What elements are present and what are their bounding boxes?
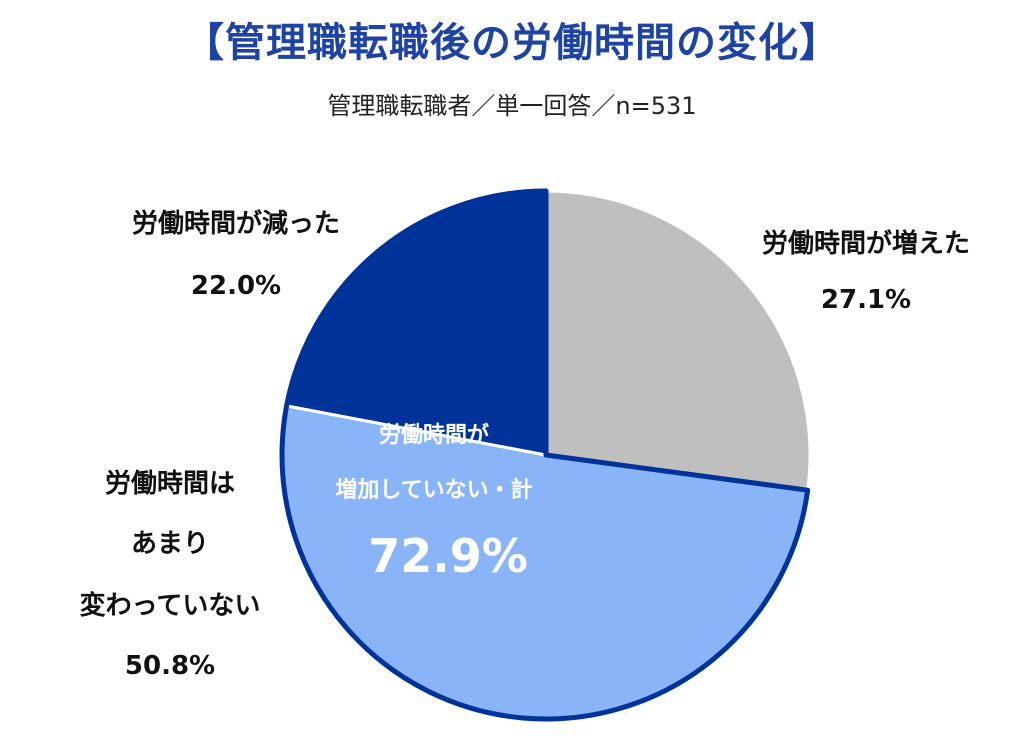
pie-slices — [279, 188, 812, 722]
group-outline-not-increased — [279, 188, 811, 722]
annotation-line-1: 労働時間が — [379, 422, 489, 448]
annotation-line-2: 増加していない・計 — [335, 477, 532, 503]
chart-subtitle: 管理職転職者／単一回答／n=531 — [327, 92, 697, 120]
slice-label-unchanged-line-2: あまり — [131, 529, 209, 559]
slice-label-unchanged-line-3: 変わっていない — [80, 590, 261, 621]
slice-value-increased: 27.1% — [821, 285, 911, 315]
slice-label-increased: 労働時間が増えた — [762, 228, 970, 259]
slice-value-decreased: 22.0% — [191, 271, 281, 301]
slice-label-decreased: 労働時間が減った — [132, 208, 340, 239]
slice-value-unchanged: 50.8% — [125, 651, 215, 681]
pie-slice-increased — [544, 189, 812, 492]
annotation-value: 72.9% — [368, 529, 528, 583]
chart-title: 【管理職転職後の労働時間の変化】 — [184, 20, 840, 66]
slice-label-unchanged-line-1: 労働時間は — [105, 469, 235, 499]
